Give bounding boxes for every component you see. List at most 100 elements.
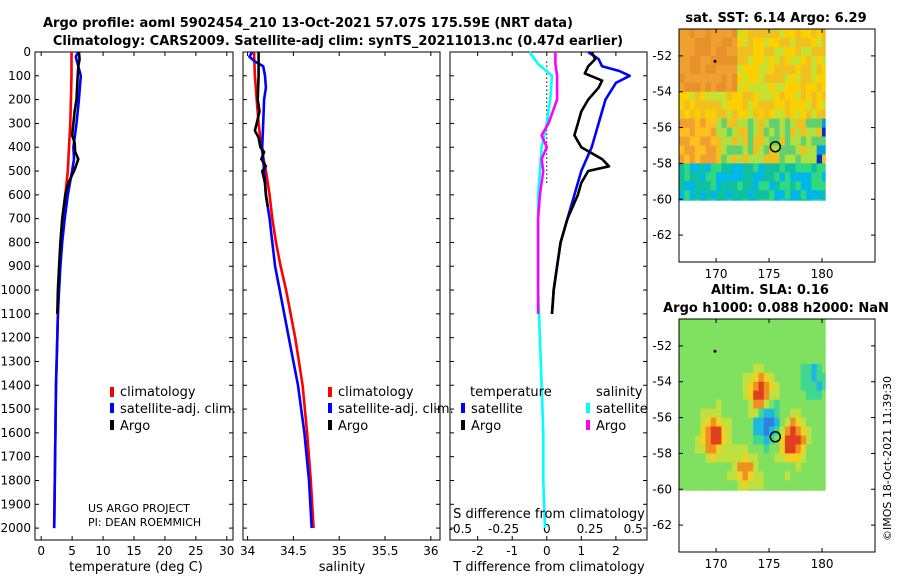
map-cell (737, 319, 744, 329)
map-cell (737, 100, 744, 111)
map-cell (774, 444, 781, 454)
map-cell (689, 426, 696, 436)
map-cell (742, 435, 749, 445)
map-cell (716, 319, 722, 329)
map-cell (732, 136, 738, 146)
map-cell (716, 345, 722, 356)
map-cell (758, 199, 765, 201)
legend-swatch-sat-temp (461, 403, 465, 413)
map-cell (679, 55, 685, 66)
map-cell (795, 136, 802, 146)
map-cell (795, 73, 802, 84)
map-cell (822, 145, 826, 155)
map-cell (774, 354, 781, 365)
map-cell (822, 426, 826, 436)
map-cell (790, 444, 796, 454)
map-cell (816, 408, 823, 419)
map-cell (747, 462, 754, 472)
map-cell (684, 435, 691, 445)
map-cell (806, 408, 812, 419)
legend-label-climatology: climatology (338, 385, 414, 400)
map-cell (763, 109, 770, 120)
map-cell (742, 46, 749, 57)
map-cell (721, 328, 728, 338)
map-cell (779, 55, 786, 66)
map-cell (822, 100, 826, 111)
map-cell (795, 462, 802, 472)
map-cell (758, 73, 765, 84)
map-cell (758, 91, 765, 102)
map-cell (721, 336, 728, 347)
map-cell (811, 29, 818, 39)
legend-label-climatology: climatology (120, 385, 196, 400)
map-cell (769, 480, 775, 490)
map-cell (758, 319, 765, 329)
map-cell (710, 29, 717, 39)
map-cell (800, 319, 807, 329)
map-cell (806, 354, 812, 365)
sla-map: -52 -54 -56 -58 -60 -62 170 175 180 (652, 318, 876, 571)
map-cell (753, 399, 759, 410)
lat-tick-label: -54 (652, 85, 672, 99)
map-cell (679, 417, 685, 428)
map-cell (679, 64, 685, 75)
x-tick-label: 5 (68, 544, 76, 558)
map-cell (822, 480, 826, 490)
map-cell (705, 462, 712, 472)
map-cell (795, 127, 802, 138)
temperature-panel: 0100200300400500600700800900100011001200… (0, 45, 234, 558)
map-cell (747, 444, 754, 454)
map-cell (790, 319, 796, 329)
x-tick-label: 36 (423, 544, 438, 558)
map-cell (726, 55, 733, 66)
map-cell (689, 100, 696, 111)
map-cell (758, 55, 765, 66)
map-cell (769, 127, 775, 138)
map-cell (694, 181, 701, 191)
map-cell (806, 163, 812, 173)
argo-float-marker (769, 431, 782, 443)
legend-label-sat-temp: satellite (471, 402, 523, 417)
map-cell (800, 363, 807, 374)
map-cell (732, 390, 738, 401)
map-cell (721, 46, 728, 57)
map-cell (684, 471, 691, 481)
map-cell (742, 381, 749, 392)
map-cell (822, 199, 826, 201)
map-cell (779, 91, 786, 102)
temperature-xlabel: temperature (deg C) (69, 560, 203, 575)
x-tick-label: 35 (332, 544, 347, 558)
map-cell (679, 336, 685, 347)
map-cell (784, 55, 791, 66)
map-cell (811, 109, 818, 120)
map-cell (679, 109, 685, 120)
map-cell (700, 29, 706, 39)
map-cell (779, 399, 786, 410)
map-cell (811, 145, 818, 155)
map-cell (795, 471, 802, 481)
map-cell (700, 408, 706, 419)
map-cell (747, 29, 754, 39)
map-cell (811, 100, 818, 111)
lat-tick-label: -52 (652, 49, 672, 63)
map-cell (806, 426, 812, 436)
map-cell (790, 136, 796, 146)
map-cell (737, 154, 744, 164)
map-cell (758, 489, 765, 491)
map-cell (753, 319, 759, 329)
map-cell (779, 435, 786, 445)
map-cell (689, 417, 696, 428)
map-cell (721, 29, 728, 39)
map-cell (790, 145, 796, 155)
map-cell (822, 489, 826, 491)
map-cell (784, 328, 791, 338)
map-cell (742, 100, 749, 111)
map-cell (679, 29, 685, 39)
y-tick-label: 2000 (0, 521, 31, 535)
map-cell (811, 190, 818, 200)
map-cell (758, 190, 765, 200)
map-cell (732, 82, 738, 93)
map-cell (710, 181, 717, 191)
map-cell (806, 462, 812, 472)
map-cell (726, 64, 733, 75)
